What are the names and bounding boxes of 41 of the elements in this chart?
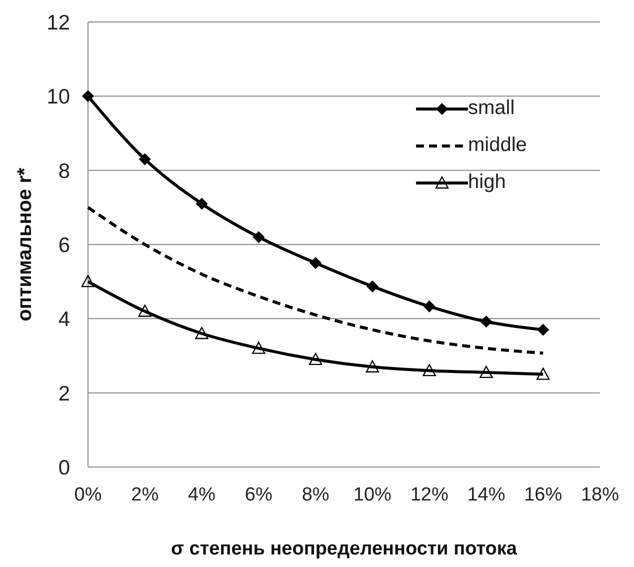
point [537,324,550,336]
line-series [86,206,545,355]
x-tick-label: 16% [524,484,562,506]
legend-label: high [468,171,506,194]
point [480,366,493,378]
point [196,198,208,210]
point [366,280,378,292]
x-tick-label: 10% [353,484,392,506]
y-axis-title: оптимальное r* [14,167,36,322]
point [138,153,151,166]
point [480,316,492,328]
point [252,231,265,244]
x-tick-label: 14% [467,484,506,506]
point [366,360,380,372]
x-tick-label: 18% [580,484,620,506]
y-tick-label: 0 [58,456,70,480]
y-tick-label: 4 [58,308,70,332]
x-tick-label: 12% [410,484,448,506]
point [536,368,550,380]
y-tick-label: 8 [58,160,70,183]
point [308,352,322,366]
x-axis-title: σ степень неопределенности потока [171,538,518,560]
point [195,326,208,340]
x-tick-label: 6% [244,484,272,506]
y-tick-label: 2 [58,382,70,406]
y-tick-label: 10 [46,86,70,109]
y-tick-label: 12 [46,11,70,34]
x-tick-label: 0% [74,484,102,506]
y-tick-label: 6 [58,234,70,257]
x-tick-label: 4% [188,484,216,506]
point [138,304,152,317]
legend-label: middle [468,134,527,157]
legend-label: small [468,97,515,120]
point [82,90,94,102]
point [423,300,436,312]
point [252,342,266,354]
x-tick-label: 2% [131,484,159,506]
point [81,274,95,288]
x-tick-label: 8% [302,484,330,506]
point [310,257,322,270]
point [422,364,436,376]
